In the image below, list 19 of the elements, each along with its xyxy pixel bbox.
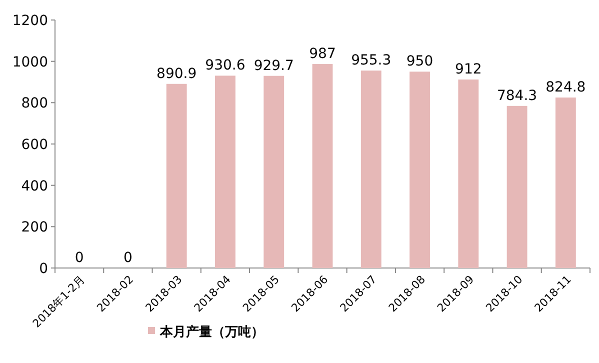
data-label: 890.9 (156, 66, 197, 82)
y-tick-label: 800 (21, 96, 48, 112)
data-label: 912 (455, 62, 482, 78)
data-label: 955.3 (351, 52, 392, 69)
data-label: 950 (406, 54, 434, 70)
data-label: 824.8 (546, 80, 586, 96)
data-label: 0 (74, 250, 84, 266)
data-label: 930.6 (205, 58, 246, 74)
data-label: 784.3 (497, 88, 538, 104)
y-tick-label: 200 (21, 220, 48, 236)
data-label: 929.7 (254, 58, 294, 74)
y-tick-label: 600 (21, 137, 48, 153)
data-label: 0 (123, 250, 132, 266)
y-tick-label: 0 (39, 261, 48, 277)
y-tick-label: 1000 (12, 54, 48, 70)
data-label: 987 (309, 46, 336, 62)
legend-label: 本月产量（万吨） (159, 324, 264, 340)
y-tick-label: 1200 (12, 13, 48, 29)
y-tick-label: 400 (21, 178, 48, 194)
